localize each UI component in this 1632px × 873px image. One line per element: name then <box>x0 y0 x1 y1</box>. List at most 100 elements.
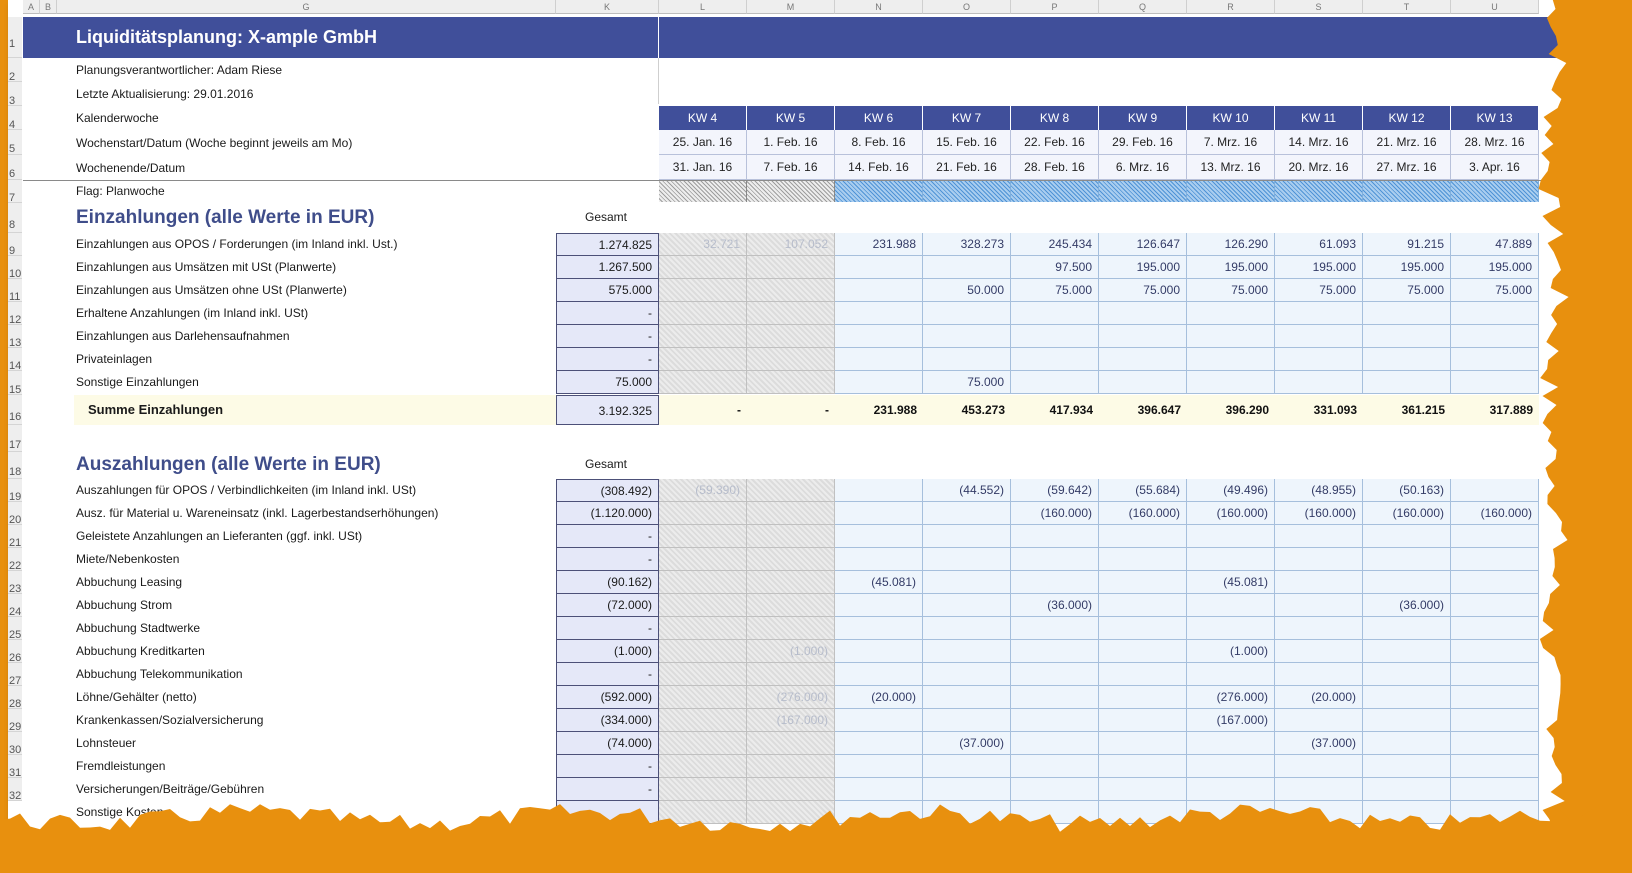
einzahlungen-plan-cell[interactable] <box>923 302 1011 325</box>
row-number[interactable]: 27 <box>8 663 22 686</box>
einzahlungen-plan-cell[interactable]: 75.000 <box>923 371 1011 394</box>
auszahlungen-plan-cell[interactable] <box>1011 686 1099 709</box>
auszahlungen-past-week-cell[interactable] <box>659 709 747 732</box>
row-number[interactable]: 1 <box>8 17 22 58</box>
row-number[interactable]: 25 <box>8 617 22 640</box>
einzahlungen-plan-cell[interactable] <box>835 371 923 394</box>
auszahlungen-plan-cell[interactable] <box>1451 686 1539 709</box>
auszahlungen-past-week-cell[interactable] <box>659 778 747 801</box>
auszahlungen-plan-cell[interactable] <box>923 709 1011 732</box>
column-header[interactable]: G <box>57 0 556 14</box>
row-number[interactable]: 29 <box>8 709 22 732</box>
auszahlungen-past-week-cell[interactable] <box>747 479 835 502</box>
auszahlungen-plan-cell[interactable] <box>835 663 923 686</box>
einzahlungen-plan-cell[interactable] <box>1099 302 1187 325</box>
einzahlungen-plan-cell[interactable]: 75.000 <box>1099 279 1187 302</box>
row-number[interactable]: 12 <box>8 302 22 325</box>
auszahlungen-plan-cell[interactable]: (49.496) <box>1187 479 1275 502</box>
einzahlungen-plan-cell[interactable]: 195.000 <box>1363 256 1451 279</box>
auszahlungen-past-week-cell[interactable] <box>747 801 835 824</box>
row-number[interactable]: 9 <box>8 233 22 256</box>
auszahlungen-plan-cell[interactable]: (44.552) <box>923 479 1011 502</box>
einzahlungen-plan-cell[interactable] <box>1363 348 1451 371</box>
einzahlungen-plan-cell[interactable] <box>835 325 923 348</box>
einzahlungen-plan-cell[interactable] <box>1451 348 1539 371</box>
einzahlungen-plan-cell[interactable] <box>1011 302 1099 325</box>
auszahlungen-plan-cell[interactable] <box>1451 594 1539 617</box>
auszahlungen-plan-cell[interactable] <box>1011 617 1099 640</box>
auszahlungen-plan-cell[interactable] <box>1011 778 1099 801</box>
einzahlungen-plan-cell[interactable] <box>923 256 1011 279</box>
column-header[interactable]: Q <box>1099 0 1187 14</box>
einzahlungen-plan-cell[interactable] <box>1275 348 1363 371</box>
einzahlungen-past-week-cell[interactable] <box>747 302 835 325</box>
auszahlungen-plan-cell[interactable] <box>1011 801 1099 824</box>
auszahlungen-plan-cell[interactable] <box>923 801 1011 824</box>
einzahlungen-plan-cell[interactable] <box>1011 348 1099 371</box>
einzahlungen-plan-cell[interactable]: 328.273 <box>923 233 1011 256</box>
auszahlungen-plan-cell[interactable] <box>923 571 1011 594</box>
row-number[interactable]: 32 <box>8 778 22 801</box>
auszahlungen-plan-cell[interactable] <box>1363 732 1451 755</box>
einzahlungen-past-week-cell[interactable] <box>747 371 835 394</box>
auszahlungen-plan-cell[interactable] <box>1363 755 1451 778</box>
auszahlungen-plan-cell[interactable] <box>1099 663 1187 686</box>
auszahlungen-plan-cell[interactable]: (48.955) <box>1275 479 1363 502</box>
row-number[interactable]: 17 <box>8 425 22 452</box>
einzahlungen-plan-cell[interactable]: 231.988 <box>835 233 923 256</box>
auszahlungen-plan-cell[interactable] <box>1099 801 1187 824</box>
einzahlungen-plan-cell[interactable] <box>1451 371 1539 394</box>
column-header[interactable]: M <box>747 0 835 14</box>
einzahlungen-plan-cell[interactable] <box>835 348 923 371</box>
einzahlungen-past-week-cell[interactable] <box>659 325 747 348</box>
auszahlungen-past-week-cell[interactable]: (1.000) <box>747 640 835 663</box>
auszahlungen-plan-cell[interactable]: (276.000) <box>1187 686 1275 709</box>
einzahlungen-plan-cell[interactable]: 195.000 <box>1451 256 1539 279</box>
einzahlungen-past-week-cell[interactable] <box>747 279 835 302</box>
auszahlungen-plan-cell[interactable] <box>1275 640 1363 663</box>
auszahlungen-plan-cell[interactable] <box>1187 594 1275 617</box>
column-header[interactable]: N <box>835 0 923 14</box>
auszahlungen-plan-cell[interactable] <box>1099 709 1187 732</box>
auszahlungen-plan-cell[interactable] <box>1099 617 1187 640</box>
auszahlungen-plan-cell[interactable] <box>1099 755 1187 778</box>
auszahlungen-plan-cell[interactable] <box>1275 778 1363 801</box>
row-number[interactable]: 10 <box>8 256 22 279</box>
einzahlungen-plan-cell[interactable]: 75.000 <box>1011 279 1099 302</box>
auszahlungen-plan-cell[interactable] <box>1451 663 1539 686</box>
auszahlungen-plan-cell[interactable] <box>835 755 923 778</box>
auszahlungen-plan-cell[interactable] <box>1099 686 1187 709</box>
row-number[interactable]: 15 <box>8 371 22 395</box>
auszahlungen-plan-cell[interactable] <box>1275 548 1363 571</box>
auszahlungen-past-week-cell[interactable] <box>659 732 747 755</box>
auszahlungen-plan-cell[interactable]: (50.163) <box>1363 479 1451 502</box>
auszahlungen-plan-cell[interactable] <box>1187 548 1275 571</box>
auszahlungen-plan-cell[interactable] <box>1275 617 1363 640</box>
row-number[interactable]: 8 <box>8 203 22 233</box>
auszahlungen-plan-cell[interactable]: (37.000) <box>1275 732 1363 755</box>
auszahlungen-past-week-cell[interactable] <box>659 617 747 640</box>
row-number[interactable]: 7 <box>8 180 22 203</box>
row-number[interactable]: 26 <box>8 640 22 663</box>
auszahlungen-plan-cell[interactable]: (160.000) <box>1011 502 1099 525</box>
auszahlungen-plan-cell[interactable]: (167.000) <box>1187 709 1275 732</box>
auszahlungen-plan-cell[interactable] <box>1187 732 1275 755</box>
auszahlungen-past-week-cell[interactable] <box>659 663 747 686</box>
einzahlungen-plan-cell[interactable] <box>923 325 1011 348</box>
auszahlungen-plan-cell[interactable]: (160.000) <box>1451 502 1539 525</box>
row-number[interactable]: 6 <box>8 155 22 180</box>
auszahlungen-plan-cell[interactable] <box>923 778 1011 801</box>
auszahlungen-plan-cell[interactable]: (1.000) <box>1187 640 1275 663</box>
auszahlungen-plan-cell[interactable]: (20.000) <box>1275 686 1363 709</box>
auszahlungen-plan-cell[interactable] <box>1011 755 1099 778</box>
einzahlungen-plan-cell[interactable]: 195.000 <box>1099 256 1187 279</box>
auszahlungen-past-week-cell[interactable] <box>747 502 835 525</box>
einzahlungen-plan-cell[interactable] <box>1099 325 1187 348</box>
auszahlungen-past-week-cell[interactable] <box>747 594 835 617</box>
auszahlungen-plan-cell[interactable] <box>1451 778 1539 801</box>
auszahlungen-past-week-cell[interactable] <box>747 755 835 778</box>
auszahlungen-plan-cell[interactable] <box>1099 571 1187 594</box>
auszahlungen-plan-cell[interactable] <box>1187 663 1275 686</box>
auszahlungen-plan-cell[interactable] <box>1451 525 1539 548</box>
auszahlungen-plan-cell[interactable] <box>1451 479 1539 502</box>
